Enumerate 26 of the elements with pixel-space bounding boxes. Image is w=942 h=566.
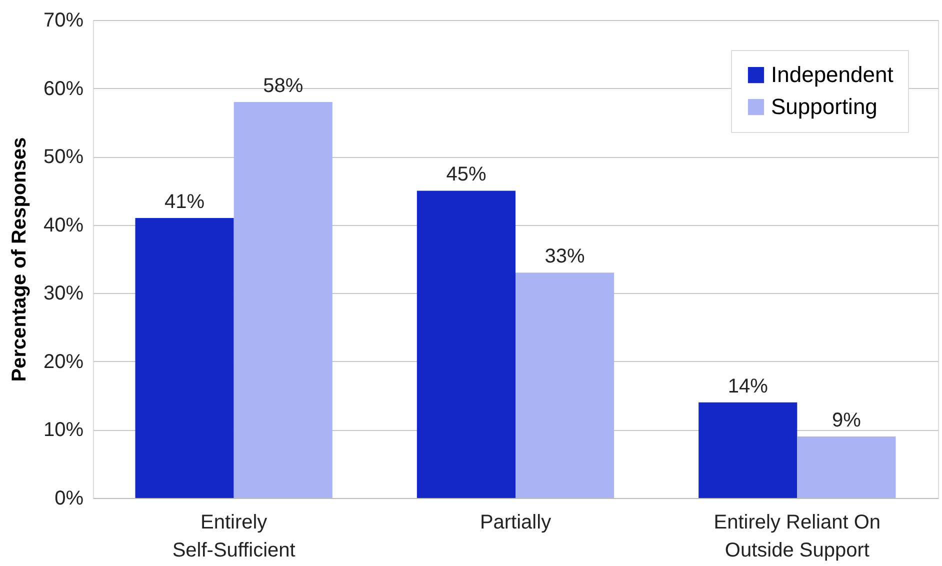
x-tick-label: Entirely Reliant On Outside Support — [714, 512, 881, 562]
y-tick-label: 20% — [43, 350, 84, 373]
bar — [797, 436, 896, 498]
legend-label: Independent — [771, 62, 894, 87]
y-tick-label: 0% — [54, 488, 84, 510]
y-tick-label: 60% — [43, 78, 84, 100]
data-label: 9% — [832, 410, 862, 432]
y-tick-label: 50% — [43, 146, 84, 168]
y-tick-label: 40% — [43, 214, 84, 236]
data-label: 33% — [544, 246, 586, 268]
bar — [698, 402, 798, 498]
data-label: 58% — [263, 74, 304, 97]
bar — [234, 102, 332, 498]
y-tick-label: 30% — [43, 282, 84, 305]
y-tick-label: 10% — [43, 419, 84, 442]
bar — [416, 190, 516, 498]
y-axis-title: Percentage of Responses — [8, 137, 30, 382]
y-tick-label: 70% — [43, 10, 84, 32]
bar — [516, 272, 614, 498]
data-label: 45% — [446, 164, 486, 186]
x-tick-label: Partially — [480, 512, 552, 534]
data-label: 41% — [164, 191, 205, 214]
data-label: 14% — [728, 375, 768, 398]
x-tick-label: Entirely Self-Sufficient — [172, 512, 296, 562]
legend-label: Supporting — [771, 94, 878, 119]
bar — [135, 218, 234, 498]
